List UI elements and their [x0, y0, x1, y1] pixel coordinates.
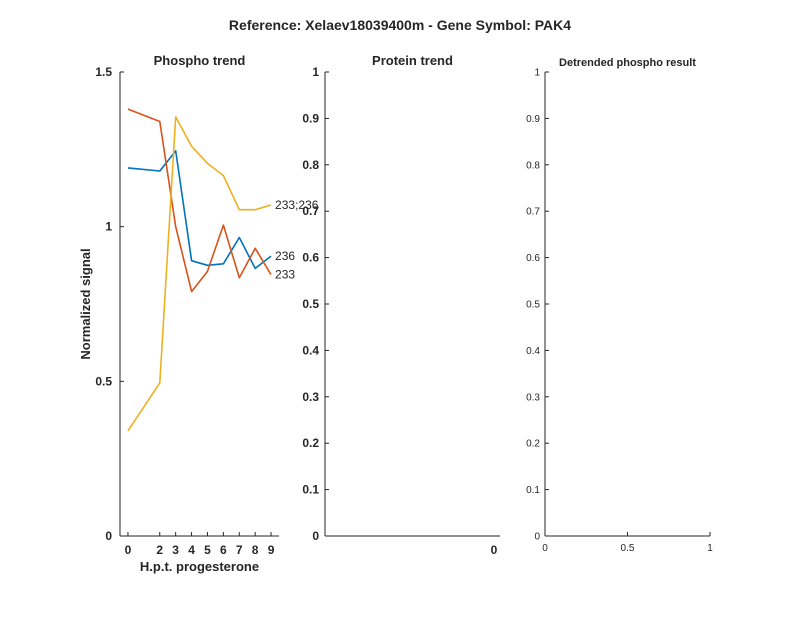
detrended-panel-title: Detrended phospho result [559, 57, 696, 69]
y-tick-label: 0.1 [526, 485, 540, 496]
phospho-panel-title: Phospho trend [154, 53, 246, 68]
y-tick-label: 1.5 [95, 65, 112, 79]
y-tick-label: 0.4 [526, 346, 540, 357]
y-axis-label: Normalized signal [78, 248, 93, 359]
x-tick-label: 1 [707, 543, 713, 554]
detrended-phospho-panel: Detrended phospho result 0 0.1 0.2 0.3 0.4 0.5… [526, 57, 713, 554]
x-tick-label: 7 [236, 543, 243, 557]
x-tick-label: 3 [172, 543, 179, 557]
y-tick-label: 0.9 [526, 114, 540, 125]
y-tick-label: 0.3 [526, 392, 540, 403]
y-tick-label: 0.2 [526, 439, 540, 450]
y-tick-label: 0.1 [302, 483, 319, 497]
y-tick-label: 0.2 [302, 436, 319, 450]
y-tick-label: 0.4 [302, 343, 319, 357]
x-tick-label: 8 [252, 543, 259, 557]
y-tick-label: 0.7 [526, 207, 540, 218]
x-axis-label: H.p.t. progesterone [140, 559, 259, 574]
y-tick-label: 0.7 [302, 204, 319, 218]
y-tick-label: 0.5 [302, 297, 319, 311]
series-label-233-236: 233;236 [275, 198, 319, 212]
series-line-233-236 [127, 116, 272, 432]
x-tick-label: 6 [220, 543, 227, 557]
protein-trend-panel: Protein trend 0 0.1 0.2 0.3 0.4 0.5 0.6 0.7 0.8 0.… [302, 53, 500, 557]
y-tick-label: 0.6 [526, 253, 540, 264]
y-tick-label: 1 [312, 65, 319, 79]
series-line-233 [127, 108, 272, 293]
y-tick-label: 0.5 [526, 300, 540, 311]
y-tick-label: 0.8 [302, 158, 319, 172]
y-tick-label: 0 [312, 529, 319, 543]
x-tick-label: 0 [125, 543, 132, 557]
y-tick-label: 0.9 [302, 111, 319, 125]
x-tick-label: 0 [542, 543, 548, 554]
protein-panel-title: Protein trend [372, 53, 453, 68]
y-tick-label: 0.8 [526, 160, 540, 171]
x-tick-label: 2 [156, 543, 163, 557]
x-tick-label: 5 [204, 543, 211, 557]
y-tick-label: 0.6 [302, 251, 319, 265]
x-tick-label: 0 [491, 543, 498, 557]
figure-title: Reference: Xelaev18039400m - Gene Symbol… [229, 17, 571, 33]
phospho-trend-panel: Phospho trend 0 0.5 1 1.5 0 2 3 4 5 6 7 8 9 H.p.t. pro… [78, 53, 319, 574]
x-tick-label: 0.5 [621, 543, 635, 554]
y-tick-label: 1 [534, 68, 540, 79]
y-tick-label: 0 [534, 532, 540, 543]
series-label-236: 236 [275, 249, 295, 263]
x-tick-label: 4 [188, 543, 195, 557]
y-tick-label: 0.5 [95, 374, 112, 388]
y-tick-label: 1 [105, 220, 112, 234]
y-tick-label: 0 [105, 529, 112, 543]
y-tick-label: 0.3 [302, 390, 319, 404]
x-tick-label: 9 [268, 543, 275, 557]
series-label-233: 233 [275, 268, 295, 282]
